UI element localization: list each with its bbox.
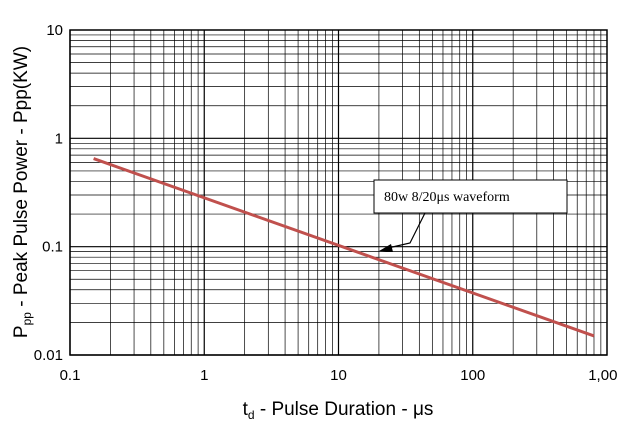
annotation-arrowhead [379,244,393,252]
y-tick-label: 1 [55,130,63,147]
grid [69,30,607,356]
x-tick-label: 1 [200,367,208,384]
annotation-text: 80w 8/20μs waveform [384,190,510,205]
annotation-box [373,179,568,214]
y-tick-label: 0.01 [34,347,63,364]
x-tick-label: 1,000 [588,367,618,384]
x-tick-label: 100 [460,367,485,384]
x-tick-label: 10 [330,367,347,384]
x-tick-label: 0.1 [60,367,81,384]
plot-frame [69,29,608,356]
y-tick-labels: 10 1 0.1 0.01 [34,22,63,364]
annotation-leader [387,212,426,249]
x-tick-labels: 0.1 1 10 100 1,000 [60,367,618,384]
annotation: 80w 8/20μs waveform [373,179,568,252]
series-line [93,157,595,338]
y-tick-label: 0.1 [42,239,63,256]
y-axis-label: Ppp - Peak Pulse Power - Ppp(KW) [11,46,34,338]
x-axis-label: td - Pulse Duration - μs [243,399,434,422]
y-tick-label: 10 [46,22,63,39]
